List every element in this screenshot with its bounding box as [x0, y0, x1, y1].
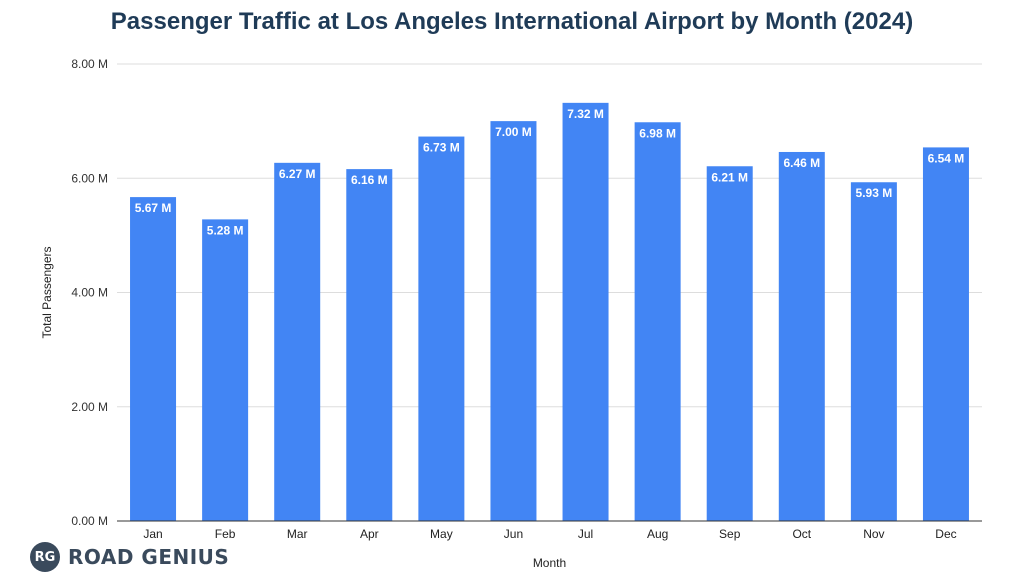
bar-aug	[634, 122, 681, 521]
x-tick-label-feb: Feb	[215, 527, 236, 541]
x-tick-labels: Jan Feb Mar Apr May Jun Jul Aug Sep Oct Nov Dec	[143, 527, 956, 541]
bar-oct	[778, 151, 825, 521]
data-label-apr: 6.16 M	[351, 173, 388, 187]
y-axis-title: Total Passengers	[40, 246, 54, 338]
x-tick-label-oct: Oct	[792, 527, 811, 541]
road-genius-logo: RG ROAD GENIUS	[30, 542, 229, 572]
gridlines	[117, 63, 982, 408]
data-label-aug: 6.98 M	[639, 126, 676, 140]
x-tick-label-mar: Mar	[287, 527, 308, 541]
data-label-sep: 6.21 M	[711, 170, 748, 184]
data-label-jun: 7.00 M	[495, 125, 532, 139]
rg-logo-icon: RG	[30, 542, 60, 572]
data-label-nov: 5.93 M	[856, 186, 893, 200]
x-tick-label-jun: Jun	[504, 527, 523, 541]
bar-jan	[130, 197, 177, 521]
data-label-mar: 6.27 M	[279, 167, 316, 181]
x-tick-label-sep: Sep	[719, 527, 741, 541]
data-label-may: 6.73 M	[423, 141, 460, 155]
x-tick-label-dec: Dec	[935, 527, 956, 541]
y-tick-labels: 0.00 M 2.00 M 4.00 M 6.00 M 8.00 M	[71, 57, 108, 528]
bar-jul	[562, 102, 609, 521]
x-tick-label-aug: Aug	[647, 527, 668, 541]
bar-nov	[850, 182, 897, 521]
bar-apr	[346, 169, 393, 522]
y-tick-label: 4.00 M	[71, 286, 108, 300]
x-tick-label-jul: Jul	[578, 527, 593, 541]
data-labels: 5.67 M 5.28 M 6.27 M 6.16 M 6.73 M 7.00 M 7.32…	[135, 107, 965, 238]
y-tick-label: 6.00 M	[71, 171, 108, 185]
y-tick-label: 8.00 M	[71, 57, 108, 71]
chart-title: Passenger Traffic at Los Angeles Interna…	[110, 8, 914, 35]
x-tick-label-apr: Apr	[360, 527, 379, 541]
data-label-oct: 6.46 M	[783, 156, 820, 170]
data-label-jul: 7.32 M	[567, 107, 604, 121]
data-label-jan: 5.67 M	[135, 201, 172, 215]
bar-may	[418, 136, 465, 521]
x-tick-label-nov: Nov	[863, 527, 884, 541]
bar-dec	[922, 147, 969, 521]
bar-sep	[706, 166, 753, 521]
data-label-dec: 6.54 M	[928, 151, 965, 165]
bars	[130, 102, 969, 522]
y-tick-label: 2.00 M	[71, 400, 108, 414]
x-axis-title: Month	[533, 556, 566, 570]
x-tick-label-jan: Jan	[143, 527, 162, 541]
bar-jun	[490, 121, 537, 521]
bar-mar	[274, 162, 321, 522]
x-tick-label-may: May	[430, 527, 453, 541]
y-tick-label: 0.00 M	[71, 514, 108, 528]
data-label-feb: 5.28 M	[207, 223, 244, 237]
bar-feb	[202, 219, 249, 521]
brand-name: ROAD GENIUS	[68, 545, 230, 569]
